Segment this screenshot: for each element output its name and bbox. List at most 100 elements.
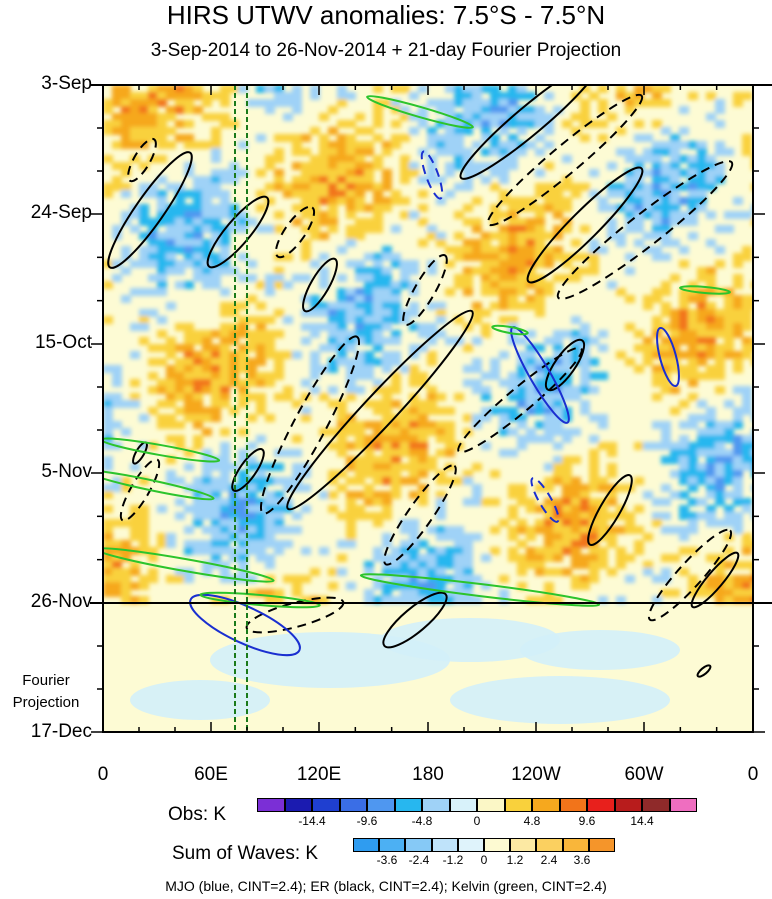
anomaly-cell <box>202 267 212 275</box>
anomaly-cell <box>409 127 419 135</box>
anomaly-cell <box>220 330 230 338</box>
anomaly-cell <box>418 428 428 436</box>
anomaly-cell <box>463 246 473 254</box>
anomaly-cell <box>670 190 680 198</box>
anomaly-cell <box>463 288 473 296</box>
anomaly-cell <box>391 491 401 499</box>
anomaly-cell <box>463 281 473 289</box>
anomaly-cell <box>355 358 365 366</box>
anomaly-cell <box>292 400 302 408</box>
anomaly-cell <box>193 225 203 233</box>
anomaly-cell <box>319 183 329 191</box>
anomaly-cell <box>715 344 725 352</box>
anomaly-cell <box>166 575 176 583</box>
anomaly-cell <box>697 400 707 408</box>
anomaly-cell <box>454 232 464 240</box>
anomaly-cell <box>373 302 383 310</box>
anomaly-cell <box>148 253 158 261</box>
anomaly-cell <box>688 449 698 457</box>
anomaly-cell <box>463 204 473 212</box>
anomaly-cell <box>598 204 608 212</box>
anomaly-cell <box>661 204 671 212</box>
anomaly-cell <box>166 260 176 268</box>
anomaly-cell <box>472 218 482 226</box>
anomaly-cell <box>508 414 518 422</box>
anomaly-cell <box>265 596 275 604</box>
anomaly-cell <box>679 449 689 457</box>
anomaly-cell <box>445 575 455 583</box>
anomaly-cell <box>148 309 158 317</box>
anomaly-cell <box>220 302 230 310</box>
anomaly-cell <box>427 596 437 604</box>
anomaly-cell <box>166 540 176 548</box>
anomaly-cell <box>652 148 662 156</box>
anomaly-cell <box>544 554 554 562</box>
anomaly-cell <box>517 267 527 275</box>
anomaly-cell <box>346 330 356 338</box>
anomaly-cell <box>679 456 689 464</box>
anomaly-cell <box>553 533 563 541</box>
anomaly-cell <box>103 442 113 450</box>
anomaly-cell <box>202 540 212 548</box>
anomaly-cell <box>580 582 590 590</box>
anomaly-cell <box>193 211 203 219</box>
anomaly-cell <box>238 218 248 226</box>
anomaly-cell <box>598 554 608 562</box>
anomaly-cell <box>733 421 743 429</box>
anomaly-cell <box>688 582 698 590</box>
anomaly-cell <box>490 267 500 275</box>
anomaly-cell <box>256 393 266 401</box>
anomaly-cell <box>364 351 374 359</box>
anomaly-cell <box>346 197 356 205</box>
anomaly-cell <box>508 407 518 415</box>
anomaly-cell <box>220 337 230 345</box>
anomaly-cell <box>175 568 185 576</box>
anomaly-cell <box>238 449 248 457</box>
anomaly-cell <box>202 176 212 184</box>
anomaly-cell <box>679 400 689 408</box>
anomaly-cell <box>535 505 545 513</box>
anomaly-cell <box>202 113 212 121</box>
anomaly-cell <box>103 414 113 422</box>
anomaly-cell <box>436 99 446 107</box>
anomaly-cell <box>193 106 203 114</box>
anomaly-cell <box>580 253 590 261</box>
anomaly-cell <box>436 393 446 401</box>
anomaly-cell <box>652 162 662 170</box>
anomaly-cell <box>652 85 662 93</box>
anomaly-cell <box>112 141 122 149</box>
anomaly-cell <box>175 106 185 114</box>
anomaly-cell <box>643 358 653 366</box>
anomaly-cell <box>220 400 230 408</box>
anomaly-cell <box>571 575 581 583</box>
anomaly-cell <box>274 589 284 597</box>
anomaly-cell <box>436 533 446 541</box>
anomaly-cell <box>697 449 707 457</box>
anomaly-cell <box>616 239 626 247</box>
anomaly-cell <box>634 547 644 555</box>
anomaly-cell <box>571 316 581 324</box>
anomaly-cell <box>157 288 167 296</box>
anomaly-cell <box>571 351 581 359</box>
anomaly-cell <box>220 484 230 492</box>
anomaly-cell <box>355 113 365 121</box>
anomaly-cell <box>328 344 338 352</box>
anomaly-cell <box>427 127 437 135</box>
anomaly-cell <box>103 575 113 583</box>
anomaly-cell <box>508 274 518 282</box>
anomaly-cell <box>580 519 590 527</box>
anomaly-cell <box>427 225 437 233</box>
anomaly-cell <box>409 351 419 359</box>
anomaly-cell <box>382 477 392 485</box>
anomaly-cell <box>625 106 635 114</box>
anomaly-cell <box>508 204 518 212</box>
anomaly-cell <box>670 274 680 282</box>
anomaly-cell <box>139 442 149 450</box>
anomaly-cell <box>697 428 707 436</box>
anomaly-cell <box>697 358 707 366</box>
anomaly-cell <box>634 183 644 191</box>
anomaly-cell <box>265 344 275 352</box>
anomaly-cell <box>355 155 365 163</box>
anomaly-cell <box>148 120 158 128</box>
anomaly-cell <box>436 568 446 576</box>
